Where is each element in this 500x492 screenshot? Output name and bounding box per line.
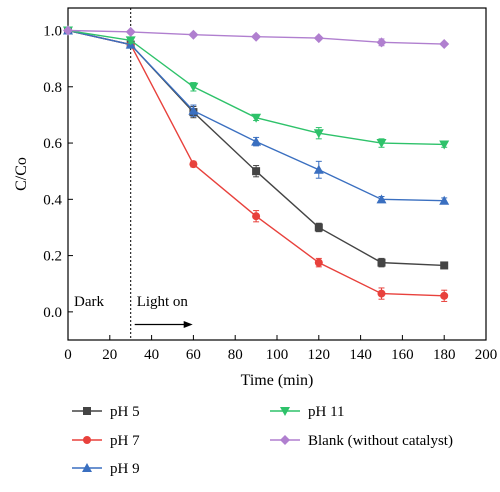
data-point [188, 105, 199, 115]
series-line [67, 29, 445, 267]
x-tick-label: 0 [64, 347, 72, 363]
legend-label: pH 7 [110, 433, 140, 449]
data-point [376, 139, 387, 149]
x-axis-label: Time (min) [241, 372, 314, 389]
light-on-label: Light on [137, 294, 189, 310]
y-axis-label: C/Co [13, 157, 30, 191]
series-line [67, 29, 445, 146]
y-tick-label: 0.4 [43, 192, 62, 208]
data-point [440, 261, 449, 270]
legend-swatch-marker [280, 435, 290, 445]
data-point [439, 39, 450, 50]
legend-item: pH 11 [270, 404, 345, 420]
data-point [63, 25, 73, 36]
light-on-arrowhead [183, 321, 193, 329]
data-point [189, 160, 198, 169]
data-point [188, 82, 199, 92]
legend: pH 5 pH 7 pH 9 pH 11 Blank (without catalyst… [72, 404, 453, 477]
x-axis-ticks: 0 20 40 60 80 100 120 140 160 180 200 [64, 335, 497, 363]
data-point [439, 195, 450, 205]
legend-label: Blank (without catalyst) [308, 433, 453, 449]
legend-label: pH 9 [110, 461, 140, 477]
series-layer [63, 25, 450, 302]
series-0 [64, 26, 449, 270]
y-tick-label: 0.2 [43, 249, 62, 265]
x-tick-label: 120 [308, 347, 331, 363]
x-tick-label: 200 [475, 347, 498, 363]
legend-item: pH 5 [72, 404, 140, 420]
dark-label: Dark [74, 294, 104, 310]
data-point [313, 33, 324, 44]
data-point [314, 223, 323, 232]
series-line [67, 29, 445, 297]
legend-item: pH 7 [72, 433, 140, 449]
data-point [313, 164, 324, 174]
legend-label: pH 5 [110, 404, 140, 420]
data-point [314, 258, 323, 267]
y-axis-ticks: 0.0 0.2 0.4 0.6 0.8 1.0 [43, 24, 73, 321]
series-1 [64, 26, 449, 302]
data-point [376, 37, 387, 48]
data-point [251, 31, 262, 42]
legend-swatch-marker [83, 407, 91, 415]
legend-item: pH 9 [72, 461, 140, 477]
x-tick-label: 140 [349, 347, 372, 363]
legend-label: pH 11 [308, 404, 345, 420]
series-4 [63, 25, 450, 50]
legend-swatch-marker [280, 407, 290, 416]
legend-swatch-marker [82, 463, 92, 472]
data-point [251, 136, 262, 146]
y-tick-label: 0.6 [43, 136, 62, 152]
x-tick-label: 160 [391, 347, 414, 363]
x-tick-label: 60 [186, 347, 201, 363]
data-point [377, 258, 386, 267]
y-tick-label: 0.8 [43, 80, 62, 96]
data-point [440, 291, 449, 300]
data-point [313, 129, 324, 139]
annotations: Dark Light on [74, 8, 193, 340]
data-point [377, 289, 386, 298]
data-point [252, 212, 261, 221]
data-point [252, 167, 261, 176]
data-point [376, 194, 387, 204]
data-point [188, 29, 199, 40]
data-point [251, 113, 262, 123]
y-tick-label: 1.0 [43, 24, 62, 40]
legend-item: Blank (without catalyst) [270, 433, 453, 449]
x-tick-label: 40 [144, 347, 159, 363]
y-tick-label: 0.0 [43, 305, 62, 321]
x-tick-label: 80 [228, 347, 243, 363]
series-3 [63, 26, 450, 150]
x-tick-label: 180 [433, 347, 456, 363]
x-tick-label: 20 [102, 347, 117, 363]
data-point [439, 140, 450, 150]
data-point [125, 36, 136, 46]
x-tick-label: 100 [266, 347, 289, 363]
legend-swatch-marker [83, 436, 91, 444]
data-point [125, 26, 136, 37]
